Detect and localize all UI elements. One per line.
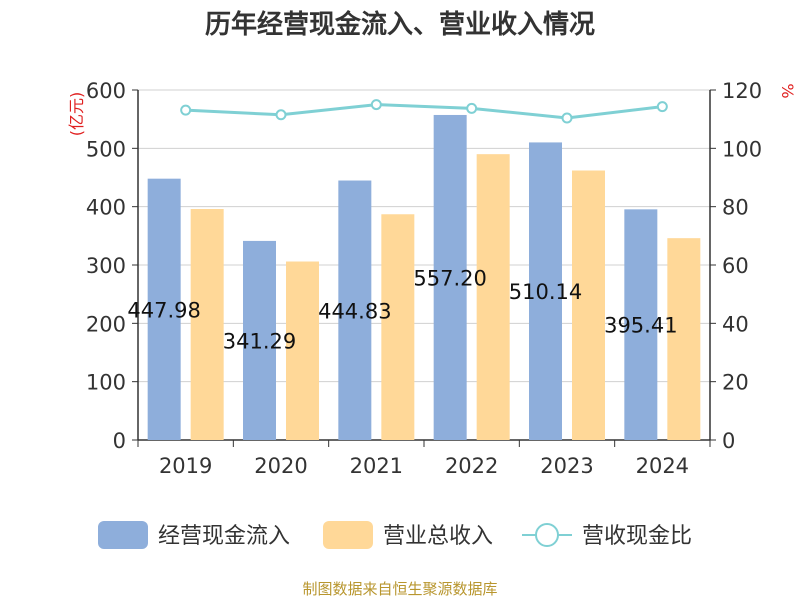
left-tick-label: 400: [86, 196, 126, 220]
ratio-point: [466, 102, 478, 114]
left-tick-label: 100: [86, 371, 126, 395]
bar: [572, 170, 605, 440]
grid: [138, 89, 710, 383]
x-tick-label: 2021: [350, 454, 403, 478]
data-label: 395.41: [604, 314, 677, 338]
right-tick-label: 60: [722, 254, 749, 278]
source-note: 制图数据来自恒生聚源数据库: [302, 580, 497, 598]
ratio-point: [275, 109, 287, 121]
data-label: 341.29: [223, 329, 296, 353]
right-tick-label: 40: [722, 312, 749, 336]
data-label: 447.98: [127, 298, 200, 322]
x-tick-label: 2023: [540, 454, 593, 478]
data-labels: 447.98 341.29 444.83 557.20 510.14 395.41: [127, 266, 677, 353]
right-tick-label: 20: [722, 371, 749, 395]
left-tick-label: 600: [86, 79, 126, 103]
x-tick-label: 2019: [159, 454, 212, 478]
left-tick-label: 0: [113, 429, 126, 453]
x-tick-label: 2024: [636, 454, 689, 478]
left-axis-unit: (亿元): [67, 92, 86, 137]
ratio-line-path: [185, 103, 663, 120]
bar: [476, 154, 510, 440]
legend-label: 营业总收入: [383, 524, 493, 549]
bar: [190, 209, 224, 440]
bar: [147, 178, 181, 440]
bars: [147, 114, 701, 440]
right-tick-label: 0: [722, 429, 735, 453]
x-tick-label: 2020: [254, 454, 307, 478]
bar: [286, 261, 319, 440]
right-axis-unit: %: [778, 83, 797, 98]
ratio-point: [370, 99, 382, 111]
right-tick-label: 80: [722, 196, 749, 220]
left-tick-label: 200: [86, 312, 126, 336]
legend-swatch: [98, 521, 148, 549]
data-label: 510.14: [509, 280, 582, 304]
right-tick-label: 100: [722, 137, 762, 161]
ratio-point: [656, 101, 668, 113]
legend-swatch: [323, 521, 373, 549]
ratio-line: [180, 99, 668, 124]
data-label: 444.83: [318, 299, 391, 323]
ratio-point: [561, 112, 573, 124]
bar: [381, 214, 415, 440]
bar: [624, 209, 658, 440]
bar: [433, 114, 467, 440]
left-tick-label: 500: [86, 137, 126, 161]
legend-label: 营收现金比: [582, 524, 692, 549]
legend-swatch-marker: [535, 523, 559, 547]
bar: [338, 180, 372, 440]
legend-label: 经营现金流入: [158, 524, 290, 549]
left-tick-label: 300: [86, 254, 126, 278]
bar: [243, 240, 276, 440]
ratio-point: [180, 104, 192, 116]
right-tick-label: 120: [722, 79, 762, 103]
x-tick-label: 2022: [445, 454, 498, 478]
chart-title: 历年经营现金流入、营业收入情况: [205, 9, 595, 40]
bar: [667, 238, 701, 440]
bar: [529, 142, 562, 440]
data-label: 557.20: [413, 266, 486, 290]
legend: 经营现金流入 营业总收入 营收现金比: [98, 521, 692, 549]
axes: 0 100 200 300 400 500 600 0 20 40 60 80 100 120 2019 20…: [86, 79, 762, 478]
